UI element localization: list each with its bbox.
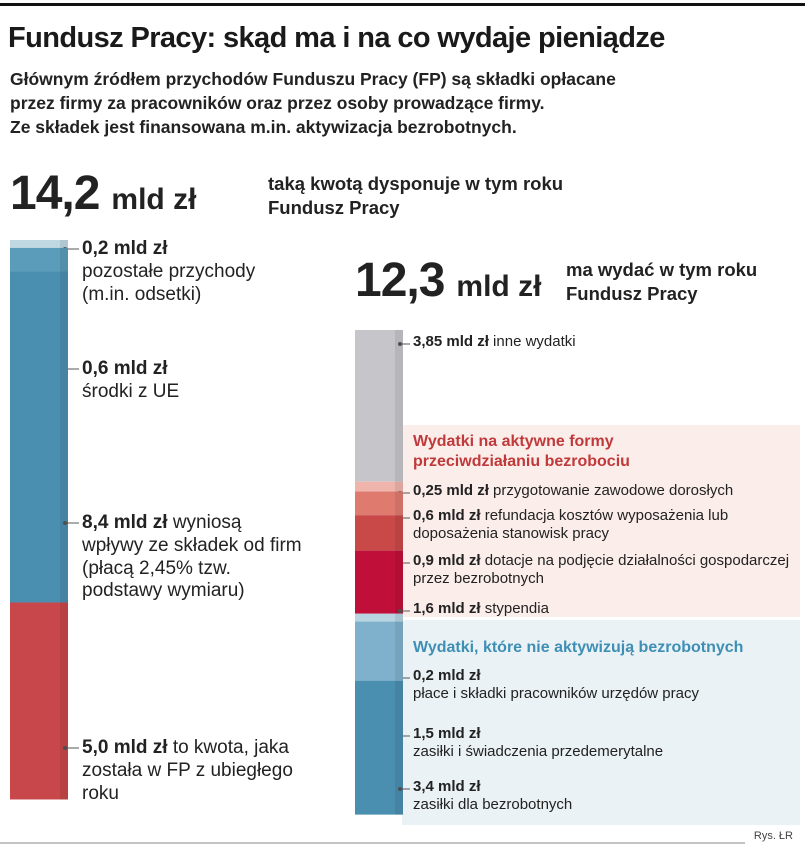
bar-edge — [395, 330, 403, 815]
chart-subtitle: ma wydać w tym roku Fundusz Pracy — [566, 259, 758, 304]
bar-segment — [355, 613, 403, 622]
value-label: 3,85 mld zł — [413, 333, 489, 350]
spacer — [168, 238, 173, 259]
source: Rys. ŁR — [753, 830, 793, 842]
bar-segment — [10, 247, 68, 272]
subtitle-line: przez firmy za pracowników oraz przez os… — [10, 93, 545, 113]
segment-name: to kwota, jaka została w FP z ubiegłego … — [82, 737, 293, 804]
segment-name: wyniosą wpływy ze składek od firm (płacą… — [82, 512, 302, 602]
top-rule — [0, 3, 805, 6]
segment-label: 1,5 mld zł zasiłki i świadczenia przedem… — [413, 725, 798, 761]
leader-dot — [398, 609, 402, 613]
value-label: 0,6 mld zł — [82, 358, 168, 379]
total-value: 14,2 — [10, 167, 100, 220]
title: Fundusz Pracy: skąd ma i na co wydaje pi… — [8, 22, 665, 54]
segment-name: refundacja kosztów wyposażenia lub dopos… — [413, 507, 729, 542]
spacer — [481, 725, 485, 742]
value-label: 3,4 mld zł — [413, 778, 481, 795]
bar-segment — [10, 602, 68, 800]
segment-name: inne wydatki — [493, 333, 576, 350]
segment-label: 0,6 mld zł refundacja kosztów wyposażeni… — [413, 507, 798, 543]
spacer — [168, 358, 173, 379]
total: 14,2 mld zł — [10, 166, 196, 221]
segment-label: 0,2 mld zł płace i składki pracowników u… — [413, 667, 798, 703]
section-heading: Wydatki, które nie aktywizują bezrobotny… — [413, 639, 744, 656]
segment-label: 3,85 mld zł inne wydatki — [413, 333, 798, 351]
bar-segment — [355, 550, 403, 614]
value-label: 0,2 mld zł — [82, 238, 168, 259]
active-section-bg — [402, 425, 800, 617]
leader-dot — [63, 521, 67, 525]
segment-label: 8,4 mld zł wyniosą wpływy ze składek od … — [82, 512, 307, 603]
total-unit: mld zł — [456, 270, 542, 303]
segment-name: pozostałe przychody (m.in. odsetki) — [82, 260, 256, 305]
segment-name: zasiłki i świadczenia przedemerytalne — [413, 743, 664, 760]
value-label: 0,25 mld zł — [413, 482, 489, 499]
value-label: 8,4 mld zł — [82, 512, 168, 533]
bar-segment — [355, 680, 403, 815]
segment-label: 0,2 mld zł pozostałe przychody (m.in. od… — [82, 238, 307, 306]
value-label: 0,9 mld zł — [413, 552, 481, 569]
bar-segment — [355, 491, 403, 516]
value-label: 1,5 mld zł — [413, 725, 481, 742]
bar-edge — [60, 240, 68, 800]
passive-section-bg — [402, 620, 800, 825]
leader-dot — [398, 342, 402, 346]
segment-name: środki z UE — [82, 380, 180, 402]
segment-label: 0,25 mld zł przygotowanie zawodowe doros… — [413, 482, 798, 500]
segment-name: zasiłki dla bezrobotnych — [413, 796, 573, 813]
bar-segment — [355, 481, 403, 492]
total: 12,3 mld zł — [355, 253, 541, 308]
bar-segment — [10, 240, 68, 248]
segment-name: stypendia — [484, 600, 549, 617]
value-label: 0,6 mld zł — [413, 507, 481, 524]
bar-segment — [355, 330, 403, 482]
spacer — [481, 667, 485, 684]
segment-label: 0,9 mld zł dotacje na podjęcie działalno… — [413, 552, 798, 588]
leader-dot — [63, 746, 67, 750]
leader-dot — [398, 787, 402, 791]
chart-subtitle: taką kwotą dysponuje w tym roku Fundusz … — [268, 173, 564, 218]
bar-segment — [355, 621, 403, 681]
segment-label: 0,6 mld zł środki z UE — [82, 358, 307, 404]
subtitle-line: Głównym źródłem przychodów Funduszu Prac… — [10, 69, 616, 89]
total-unit: mld zł — [111, 183, 197, 216]
segment-label: 3,4 mld zł zasiłki dla bezrobotnych — [413, 778, 798, 814]
section-heading: Wydatki na aktywne formy przeciwdziałani… — [413, 433, 630, 470]
subtitle-line: Ze składek jest finansowana m.in. aktywi… — [10, 117, 517, 137]
segment-label: 1,6 mld zł stypendia — [413, 600, 798, 618]
segment-label: 5,0 mld zł to kwota, jaka została w FP z… — [82, 737, 307, 805]
value-label: 5,0 mld zł — [82, 737, 168, 758]
value-label: 0,2 mld zł — [413, 667, 481, 684]
total-value: 12,3 — [355, 254, 445, 307]
bar-segment — [355, 515, 403, 551]
segment-name: przygotowanie zawodowe dorosłych — [493, 482, 734, 499]
segment-name: dotacje na podjęcie działalności gospoda… — [413, 552, 790, 587]
bar-segment — [10, 271, 68, 603]
value-label: 1,6 mld zł — [413, 600, 481, 617]
segment-name: płace i składki pracowników urzędów prac… — [413, 685, 699, 702]
spacer — [481, 778, 485, 795]
